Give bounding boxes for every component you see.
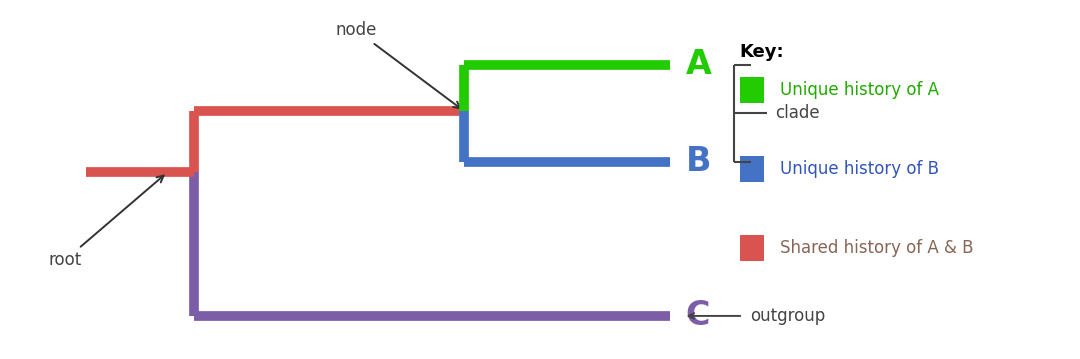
Text: node: node xyxy=(336,22,460,108)
Text: Key:: Key: xyxy=(740,43,784,61)
Text: Unique history of B: Unique history of B xyxy=(780,160,939,178)
Text: A: A xyxy=(686,48,712,81)
Text: C: C xyxy=(686,299,711,332)
Text: B: B xyxy=(686,145,712,178)
Text: Unique history of A: Unique history of A xyxy=(780,81,939,99)
Bar xyxy=(740,77,764,103)
Bar xyxy=(740,156,764,182)
Text: outgroup: outgroup xyxy=(751,307,826,325)
Text: root: root xyxy=(49,176,164,269)
Text: Shared history of A & B: Shared history of A & B xyxy=(780,239,973,257)
Bar xyxy=(740,235,764,261)
Text: clade: clade xyxy=(775,104,820,122)
